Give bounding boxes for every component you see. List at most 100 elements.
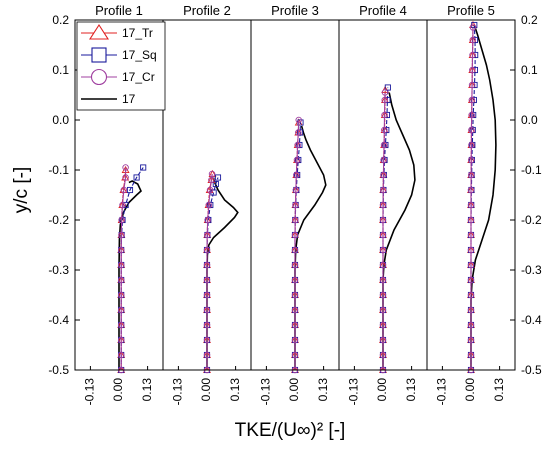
marker-17-cr xyxy=(291,276,299,284)
series-line-17-cr xyxy=(120,167,127,370)
legend-label: 17_Tr xyxy=(122,26,153,40)
marker-17-cr xyxy=(468,111,475,119)
panel-title: Profile 3 xyxy=(271,3,319,18)
marker-17-cr xyxy=(380,171,387,179)
legend-marker-triangle xyxy=(88,23,110,40)
marker-17-cr xyxy=(379,216,387,224)
marker-17-cr xyxy=(379,336,387,344)
y-tick-label-left: -0.5 xyxy=(48,363,69,377)
marker-17-cr xyxy=(469,66,476,74)
series-line-17-sq xyxy=(120,167,144,370)
marker-17-cr xyxy=(380,141,388,149)
marker-17-cr xyxy=(379,291,387,299)
marker-17-cr xyxy=(467,261,475,269)
marker-17-cr xyxy=(117,261,125,269)
y-tick-label-left: 0.0 xyxy=(52,113,69,127)
marker-17-cr xyxy=(291,351,299,359)
series-line-17 xyxy=(382,92,416,370)
marker-17-cr xyxy=(294,141,301,149)
y-tick-label-right: -0.5 xyxy=(521,363,542,377)
panel-title: Profile 5 xyxy=(447,3,495,18)
marker-17-cr xyxy=(467,231,475,239)
series-line-17-cr xyxy=(382,92,386,370)
panel-title: Profile 2 xyxy=(183,3,231,18)
marker-17-cr xyxy=(206,186,214,194)
marker-17-cr xyxy=(467,186,475,194)
marker-17-cr xyxy=(469,51,476,59)
legend-label: 17_Cr xyxy=(122,70,155,84)
axes-layer: -0.5 -0.5 -0.4 -0.4 -0.3 -0.3 -0.2 -0.2 -0.1 -0.1… xyxy=(48,13,542,377)
x-tick-label: 0.00 xyxy=(375,378,389,402)
marker-17-cr xyxy=(295,116,302,124)
marker-17-sq xyxy=(126,186,134,194)
marker-17-cr xyxy=(117,351,125,359)
marker-17-cr xyxy=(295,129,302,136)
marker-17-cr xyxy=(117,336,125,344)
marker-17-cr xyxy=(467,336,475,344)
x-tick-label: 0.13 xyxy=(140,378,154,402)
marker-17-cr xyxy=(203,351,211,359)
marker-17-cr xyxy=(122,174,129,181)
marker-17-cr xyxy=(203,231,211,239)
y-tick-label-left: -0.2 xyxy=(48,213,69,227)
marker-17-cr xyxy=(291,216,299,224)
y-tick-label-right: 0.0 xyxy=(521,113,538,127)
marker-17-cr xyxy=(467,156,475,164)
x-axis-title: TKE/(U∞)² [-] xyxy=(235,420,346,441)
marker-17-cr xyxy=(293,156,301,164)
marker-17-cr xyxy=(381,89,389,96)
marker-17-cr xyxy=(117,306,125,314)
series-line-17-cr xyxy=(206,173,213,370)
x-tick-label: 0.13 xyxy=(492,378,506,402)
marker-17-cr xyxy=(118,231,125,239)
x-tick-label: 0.13 xyxy=(316,378,330,402)
legend-label: 17_Sq xyxy=(122,48,157,62)
legend-label: 17 xyxy=(122,92,136,106)
marker-17-cr xyxy=(379,246,387,254)
marker-17-cr xyxy=(467,276,475,284)
marker-17-cr xyxy=(467,216,475,224)
marker-17-cr xyxy=(203,246,211,254)
marker-17-cr xyxy=(117,246,125,254)
marker-17-sq xyxy=(470,96,477,104)
marker-17-cr xyxy=(381,111,388,119)
x-tick-label: -0.13 xyxy=(171,378,185,406)
marker-17-cr xyxy=(120,186,128,194)
x-tick-label: -0.13 xyxy=(347,378,361,406)
y-tick-label-left: -0.3 xyxy=(48,263,69,277)
marker-17-cr xyxy=(468,81,476,89)
marker-17-cr xyxy=(291,231,299,239)
panel-title: Profile 1 xyxy=(95,3,143,18)
x-tick-label: 0.00 xyxy=(199,378,213,402)
y-tick-label-left: 0.2 xyxy=(52,13,69,27)
marker-17-cr xyxy=(117,321,125,329)
marker-17-cr xyxy=(292,186,300,194)
y-tick-label-right: 0.1 xyxy=(521,63,538,77)
marker-17-cr xyxy=(203,276,211,284)
marker-17-cr xyxy=(379,321,387,329)
legend-marker-square xyxy=(91,47,107,63)
marker-17-cr xyxy=(467,246,475,254)
marker-17-cr xyxy=(203,321,211,329)
marker-17-cr xyxy=(208,170,216,178)
marker-17-cr xyxy=(379,201,387,209)
marker-17-cr xyxy=(208,176,215,184)
marker-17-cr xyxy=(291,291,299,299)
series-line-17-cr xyxy=(470,27,474,370)
x-tick-label: 0.13 xyxy=(228,378,242,402)
marker-17-cr xyxy=(117,276,125,284)
marker-17-cr xyxy=(467,351,475,359)
panel-5: Profile 5 -0.13 0.00 0.13 xyxy=(426,3,506,405)
x-tick-label: 0.00 xyxy=(287,378,301,402)
legend-entry: 17_Tr xyxy=(81,23,153,40)
marker-17-sq xyxy=(212,180,219,188)
y-tick-label-left: -0.1 xyxy=(48,163,69,177)
y-tick-label-right: -0.3 xyxy=(521,263,542,277)
legend-entry: 17_Sq xyxy=(81,47,157,63)
marker-17-cr xyxy=(291,336,299,344)
x-tick-label: 0.00 xyxy=(111,378,125,402)
y-tick-label-left: 0.1 xyxy=(52,63,69,77)
y-tick-label-right: -0.4 xyxy=(521,313,542,327)
marker-17-cr xyxy=(468,96,476,104)
marker-17-cr xyxy=(469,24,477,31)
